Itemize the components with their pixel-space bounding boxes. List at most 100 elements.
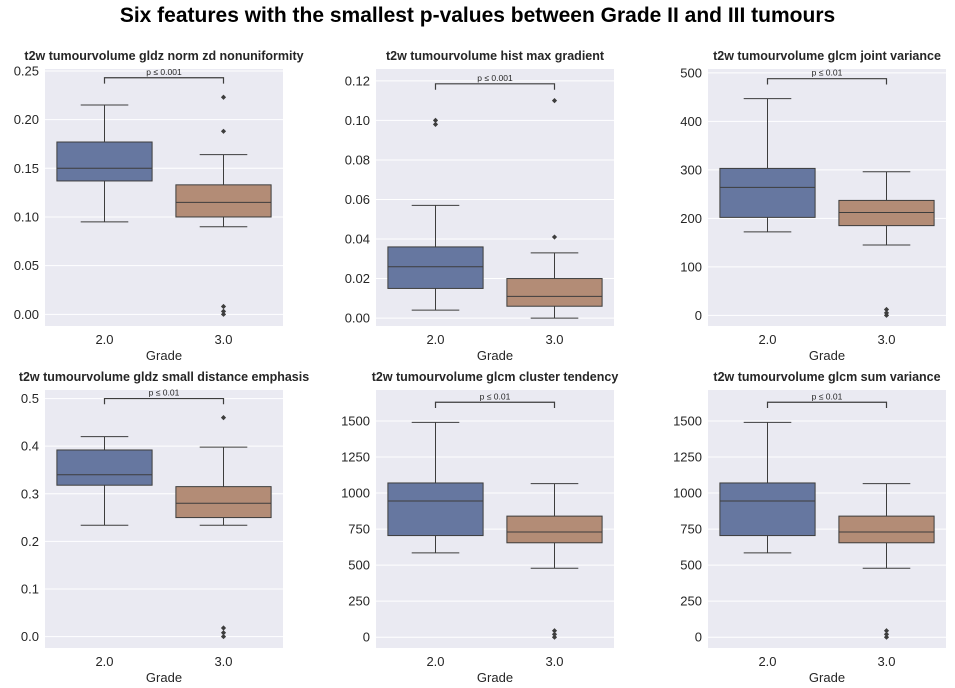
box-iqr (175, 486, 272, 519)
chart-title: t2w tumourvolume gldz small distance emp… (19, 370, 309, 384)
x-axis-label: Grade (809, 348, 845, 363)
box-iqr (56, 141, 153, 182)
outlier-point (432, 121, 439, 127)
x-axis-label: Grade (809, 670, 845, 685)
y-tick-label: 1000 (341, 486, 370, 501)
x-tick-label: 2.0 (95, 332, 113, 347)
x-axis-label: Grade (146, 348, 182, 363)
y-tick-label: 0.00 (345, 311, 370, 326)
box-grade-2.0 (719, 421, 816, 554)
y-tick-label: 0.06 (345, 192, 370, 207)
box-iqr (719, 167, 816, 218)
y-tick-label: 300 (680, 162, 702, 177)
box-iqr (387, 246, 484, 289)
y-tick-label: 0.04 (345, 232, 370, 247)
significance-bracket (434, 401, 556, 409)
significance-label: p ≤ 0.001 (146, 67, 182, 77)
outlier-point (220, 415, 227, 421)
x-tick-label: 2.0 (426, 654, 444, 669)
outlier-point (551, 628, 558, 634)
significance-bracket (766, 78, 888, 85)
y-tick-label: 0.08 (345, 152, 370, 167)
y-tick-label: 0.0 (21, 629, 39, 644)
y-tick-label: 0.1 (21, 581, 39, 596)
y-tick-label: 1000 (673, 486, 702, 501)
box-grade-2.0 (56, 104, 153, 223)
box-grade-3.0 (506, 483, 603, 640)
y-tick-label: 250 (680, 594, 702, 609)
significance-label: p ≤ 0.01 (812, 391, 843, 401)
y-tick-label: 0.2 (21, 534, 39, 549)
x-tick-label: 2.0 (426, 332, 444, 347)
outlier-point (220, 308, 227, 314)
box-iqr (506, 278, 603, 307)
significance-label: p ≤ 0.01 (812, 68, 843, 78)
outlier-point (883, 628, 890, 634)
box-grade-3.0 (175, 94, 272, 317)
y-tick-label: 750 (680, 522, 702, 537)
x-tick-label: 2.0 (95, 654, 113, 669)
significance-bracket (434, 83, 556, 90)
y-tick-label: 0.02 (345, 271, 370, 286)
y-tick-label: 0.10 (345, 113, 370, 128)
outlier-point (883, 312, 890, 318)
box-iqr (838, 515, 935, 544)
y-tick-label: 1250 (673, 450, 702, 465)
outlier-point (220, 630, 227, 636)
box-grade-2.0 (387, 421, 484, 554)
y-tick-label: 500 (680, 65, 702, 80)
y-tick-label: 500 (680, 558, 702, 573)
outlier-point (432, 117, 439, 123)
y-tick-label: 0.5 (21, 391, 39, 406)
outlier-point (220, 303, 227, 310)
box-grade-3.0 (506, 98, 603, 319)
y-tick-label: 100 (680, 259, 702, 274)
y-tick-label: 0.25 (14, 63, 39, 78)
chart-panel-5: 0 250 500 750 1000 1250 1500 t2w tumourvolume g… (341, 370, 618, 685)
box-iqr (175, 184, 272, 218)
y-tick-label: 0.05 (14, 258, 39, 273)
outlier-point (220, 625, 227, 631)
y-tick-label: 0.00 (14, 307, 39, 322)
y-tick-label: 0.15 (14, 161, 39, 176)
x-axis-label: Grade (477, 670, 513, 685)
chart-title: t2w tumourvolume glcm sum variance (713, 370, 940, 384)
y-tick-label: 750 (348, 522, 370, 537)
x-axis-label: Grade (146, 670, 182, 685)
x-tick-label: 3.0 (877, 654, 895, 669)
box-grade-2.0 (387, 117, 484, 311)
x-tick-label: 3.0 (214, 654, 232, 669)
y-tick-label: 0.12 (345, 73, 370, 88)
box-grade-3.0 (838, 171, 935, 318)
outlier-point (883, 634, 890, 640)
plot-background (45, 390, 283, 648)
y-tick-label: 0 (695, 308, 702, 323)
box-iqr (56, 449, 153, 486)
box-iqr (506, 515, 603, 544)
significance-label: p ≤ 0.01 (149, 388, 180, 398)
chart-panel-6: 0 250 500 750 1000 1250 1500 t2w tumourvolume g… (673, 370, 946, 685)
x-tick-label: 3.0 (545, 654, 563, 669)
significance-label: p ≤ 0.01 (480, 391, 511, 401)
box-iqr (719, 482, 816, 537)
box-grade-2.0 (56, 436, 153, 526)
x-axis-label: Grade (477, 348, 513, 363)
outlier-point (883, 631, 890, 637)
significance-label: p ≤ 0.001 (477, 73, 513, 83)
outlier-point (883, 306, 890, 313)
outlier-point (551, 634, 558, 640)
y-tick-label: 0.4 (21, 439, 39, 454)
x-tick-label: 3.0 (214, 332, 232, 347)
y-tick-label: 0.20 (14, 112, 39, 127)
y-tick-label: 0.10 (14, 209, 39, 224)
box-iqr (387, 482, 484, 537)
box-grade-2.0 (719, 98, 816, 233)
significance-bracket (103, 397, 225, 405)
y-tick-label: 250 (348, 594, 370, 609)
chart-title: t2w tumourvolume hist max gradient (386, 49, 605, 63)
outlier-point (220, 311, 227, 317)
y-tick-label: 1500 (341, 413, 370, 428)
y-tick-label: 0 (363, 630, 370, 645)
box-grade-3.0 (838, 483, 935, 640)
